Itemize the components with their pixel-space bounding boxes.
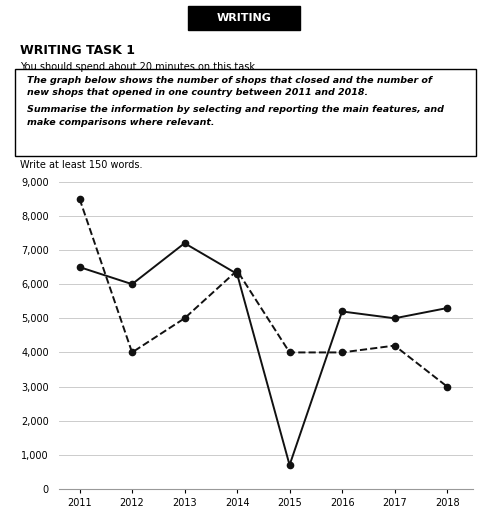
Text: The graph below shows the number of shops that closed and the number of: The graph below shows the number of shop… bbox=[27, 76, 432, 85]
Text: Write at least 150 words.: Write at least 150 words. bbox=[20, 160, 142, 170]
Text: WRITING TASK 1: WRITING TASK 1 bbox=[20, 44, 135, 56]
Text: WRITING: WRITING bbox=[217, 13, 271, 23]
Legend: Closures, Openings: Closures, Openings bbox=[177, 133, 355, 152]
Text: You should spend about 20 minutes on this task.: You should spend about 20 minutes on thi… bbox=[20, 62, 258, 73]
Title: Number of shop closures and openings 2011–2018: Number of shop closures and openings 201… bbox=[99, 133, 433, 146]
Text: make comparisons where relevant.: make comparisons where relevant. bbox=[27, 118, 214, 127]
Text: Summarise the information by selecting and reporting the main features, and: Summarise the information by selecting a… bbox=[27, 105, 444, 115]
Text: new shops that opened in one country between 2011 and 2018.: new shops that opened in one country bet… bbox=[27, 88, 368, 97]
